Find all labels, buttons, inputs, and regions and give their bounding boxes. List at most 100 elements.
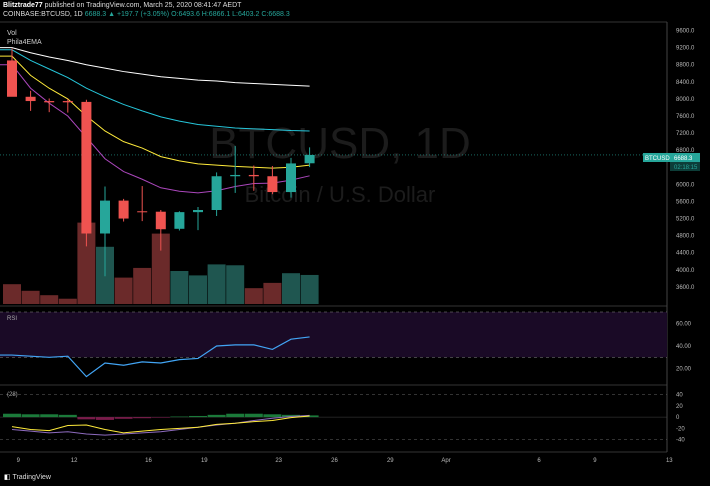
candle-body: [100, 200, 110, 234]
watermark-symbol: BTCUSD, 1D: [209, 119, 471, 168]
tradingview-logo[interactable]: ◧ TradingView: [4, 473, 51, 481]
price-tick-label: 9200.0: [676, 46, 695, 52]
axis-symbol-text: BTCUSD: [645, 156, 670, 162]
published-info: published on TradingView.com, March 25, …: [44, 2, 242, 9]
osc-histogram-bar: [96, 417, 114, 420]
osc-tick-label: -40: [676, 438, 685, 444]
volume-bar: [3, 284, 21, 304]
chart-canvas[interactable]: BTCUSD, 1D Bitcoin / U.S. Dollar 3600.04…: [0, 0, 710, 470]
volume-bar: [282, 273, 300, 304]
price-tick-label: 8400.0: [676, 80, 695, 86]
candle-body: [230, 174, 241, 177]
symbol-label: COINBASE:BTCUSD, 1D: [3, 11, 83, 18]
axis-price-tag: [670, 153, 700, 162]
candle-body: [193, 210, 203, 213]
price-tick-label: 8000.0: [676, 97, 695, 103]
candle-body: [174, 212, 185, 229]
date-tick-label: 9: [17, 458, 21, 464]
volume-bar: [21, 290, 40, 304]
date-tick-label: Apr: [441, 458, 450, 464]
rsi-indicator-label[interactable]: RSI: [7, 316, 17, 322]
date-tick-label: 12: [71, 458, 78, 464]
price-tick-label: 9600.0: [676, 29, 695, 35]
ema-line: [0, 64, 310, 194]
candle-body: [62, 101, 73, 103]
price-tick-label: 6800.0: [676, 148, 695, 154]
volume-bar: [189, 275, 207, 304]
price-change: ▲ +197.7 (+3.05%): [108, 11, 170, 18]
volume-bar: [133, 267, 152, 304]
rsi-band-background: [0, 312, 667, 358]
axis-countdown-text: 02:18:15: [674, 165, 698, 171]
candle-body: [7, 60, 17, 97]
candle-body: [304, 154, 315, 164]
osc-histogram-bar: [151, 417, 170, 418]
price-tick-label: 7200.0: [676, 131, 695, 137]
price-tick-label: 5200.0: [676, 217, 695, 223]
rsi-tick-label: 60.00: [676, 321, 692, 327]
osc-histogram-bar: [40, 414, 59, 418]
volume-bar: [300, 274, 319, 304]
date-tick-label: 13: [666, 458, 673, 464]
osc-line-yellow: [11, 415, 310, 434]
price-tick-label: 3600.0: [676, 285, 695, 291]
osc-histogram-bar: [207, 414, 226, 418]
volume-bar: [77, 222, 96, 304]
author-name: Blitztrade77: [3, 2, 43, 9]
volume-bar: [151, 233, 170, 304]
osc-histogram-bar: [244, 413, 263, 418]
candle-body: [267, 176, 278, 193]
candle-body: [118, 200, 129, 219]
last-price: 6688.3: [84, 11, 107, 18]
price-tick-label: 5600.0: [676, 199, 695, 205]
volume-bar: [244, 288, 263, 304]
volume-bar: [170, 271, 189, 304]
tradingview-brand: TradingView: [12, 474, 51, 481]
ema-line: [0, 47, 310, 87]
price-tick-label: 4800.0: [676, 234, 695, 240]
osc-histogram-bar: [226, 413, 245, 418]
date-tick-label: 9: [593, 458, 597, 464]
osc-tick-label: 40: [676, 393, 683, 399]
candle-body: [25, 96, 36, 102]
rsi-tick-label: 20.00: [676, 367, 692, 373]
footer-bar: [0, 470, 710, 486]
header-line-2: COINBASE:BTCUSD, 1D 6688.3 ▲ +197.7 (+3.…: [3, 11, 290, 18]
osc-histogram-bar: [58, 414, 77, 418]
volume-bar: [114, 277, 133, 304]
osc-histogram-bar: [263, 414, 282, 418]
date-tick-label: 16: [145, 458, 152, 464]
ema-line: [0, 55, 310, 169]
date-tick-label: 23: [275, 458, 282, 464]
axis-price-text: 6688.3: [674, 156, 693, 162]
price-tick-label: 4000.0: [676, 268, 695, 274]
tradingview-icon: ◧: [4, 474, 13, 481]
ema-line: [0, 49, 310, 132]
volume-bar: [207, 264, 226, 304]
volume-bar: [263, 282, 282, 304]
osc-tick-label: 20: [676, 404, 683, 410]
candle-body: [81, 101, 92, 234]
price-tick-label: 7600.0: [676, 114, 695, 120]
osc-histogram-bar: [114, 417, 133, 419]
candle-body: [155, 211, 166, 230]
osc-tick-label: -20: [676, 426, 685, 432]
osc-histogram-bar: [21, 414, 40, 418]
date-tick-label: 26: [331, 458, 338, 464]
vol-indicator-label[interactable]: Vol: [7, 30, 17, 37]
date-tick-label: 29: [387, 458, 394, 464]
candle-body: [211, 176, 222, 210]
rsi-tick-label: 40.00: [676, 344, 692, 350]
date-tick-label: 19: [201, 458, 208, 464]
osc-line-purple: [11, 414, 310, 436]
ohlc-values: O:6493.6 H:6866.1 L:6403.2 C:6688.3: [171, 11, 290, 18]
axis-countdown-tag: [670, 162, 700, 171]
oscillator-indicator-label[interactable]: (28): [7, 392, 18, 398]
price-tick-label: 6000.0: [676, 182, 695, 188]
candle-body: [286, 163, 296, 193]
volume-bar: [58, 298, 77, 304]
price-tick-label: 8800.0: [676, 63, 695, 69]
ema-indicator-label[interactable]: Phila4EMA: [7, 39, 42, 46]
header-line-1: Blitztrade77 published on TradingView.co…: [3, 2, 241, 9]
osc-histogram-bar: [3, 413, 21, 418]
